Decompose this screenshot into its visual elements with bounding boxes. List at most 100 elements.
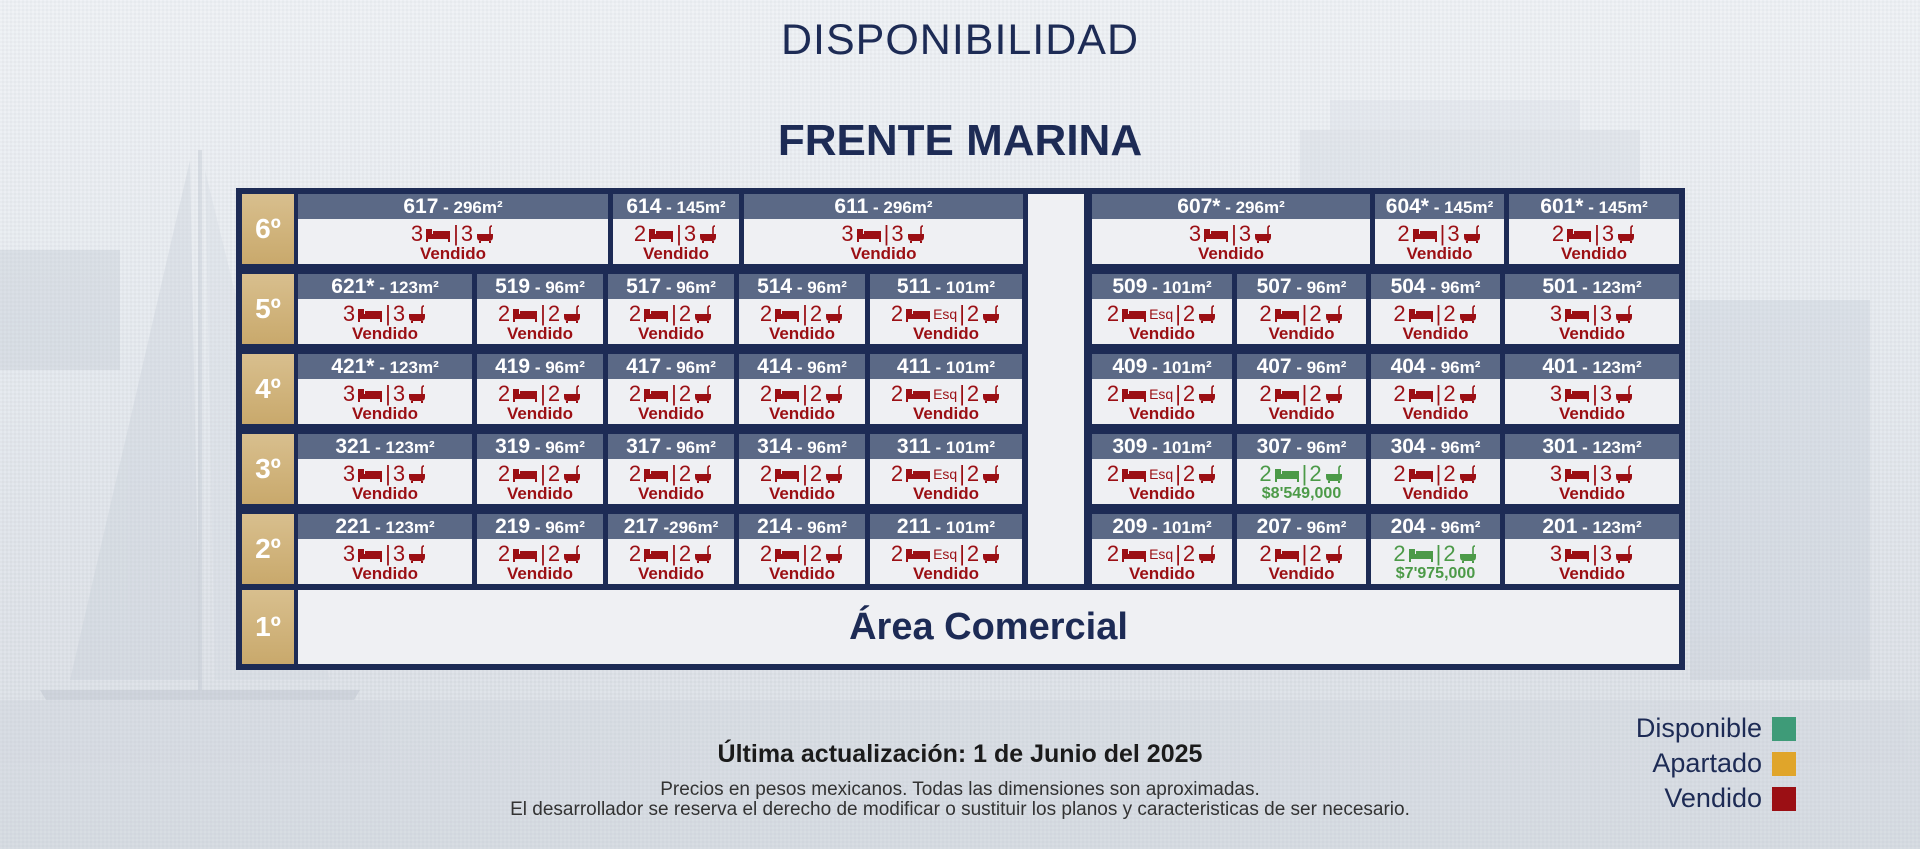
- bathtub-icon: [1616, 305, 1633, 323]
- unit-card[interactable]: 321 - 123m² 3 | 3 Vendido: [298, 434, 472, 504]
- bathtub-icon: [826, 465, 843, 483]
- separator: |: [1592, 461, 1598, 486]
- unit-card[interactable]: 509 - 101m² 2 Esq | 2 Vendido: [1092, 274, 1232, 344]
- unit-card[interactable]: 219 - 96m² 2 | 2 Vendido: [477, 514, 603, 584]
- unit-number: 514: [757, 275, 793, 298]
- unit-card[interactable]: 307 - 96m² 2 | 2 $8'549,000: [1237, 434, 1366, 504]
- unit-number: 211: [896, 515, 931, 538]
- unit-card[interactable]: 221 - 123m² 3 | 3 Vendido: [298, 514, 472, 584]
- unit-card[interactable]: 209 - 101m² 2 Esq | 2 Vendido: [1092, 514, 1232, 584]
- unit-card[interactable]: 201 - 123m² 3 | 3 Vendido: [1505, 514, 1679, 584]
- unit-header: 301 - 123m²: [1505, 434, 1679, 459]
- unit-header: 419 - 96m²: [477, 354, 603, 379]
- unit-card[interactable]: 304 - 96m² 2 | 2 Vendido: [1371, 434, 1500, 504]
- unit-card[interactable]: 501 - 123m² 3 | 3 Vendido: [1505, 274, 1679, 344]
- bathrooms-count: 2: [1443, 381, 1456, 406]
- unit-number: 417: [626, 355, 662, 378]
- bedrooms-count: 2: [890, 461, 904, 486]
- unit-number: 519: [495, 275, 531, 298]
- floor-label: 1º: [242, 590, 294, 664]
- unit-card[interactable]: 617 - 296m² 3 | 3 Vendido: [298, 194, 608, 264]
- unit-card[interactable]: 621* - 123m² 3 | 3 Vendido: [298, 274, 472, 344]
- unit-header: 411 - 101m²: [870, 354, 1022, 379]
- bed-icon: [906, 469, 931, 482]
- unit-area: - 123m²: [374, 358, 439, 377]
- unit-area: - 101m²: [930, 518, 996, 537]
- unit-card[interactable]: 417 - 96m² 2 | 2 Vendido: [608, 354, 734, 424]
- separator: |: [1175, 301, 1181, 326]
- unit-status: Vendido: [1406, 244, 1473, 263]
- unit-card[interactable]: 309 - 101m² 2 Esq | 2 Vendido: [1092, 434, 1232, 504]
- bedrooms-count: 2: [1106, 461, 1120, 486]
- unit-card[interactable]: 217 -296m² 2 | 2 Vendido: [608, 514, 734, 584]
- unit-header: 207 - 96m²: [1237, 514, 1366, 539]
- unit-header: 221 - 123m²: [298, 514, 472, 539]
- bedrooms-count: 3: [841, 221, 854, 246]
- separator: |: [453, 221, 459, 246]
- unit-card[interactable]: 301 - 123m² 3 | 3 Vendido: [1505, 434, 1679, 504]
- unit-header: 617 - 296m²: [298, 194, 608, 219]
- unit-header: 404 - 96m²: [1371, 354, 1500, 379]
- unit-header: 209 - 101m²: [1092, 514, 1232, 539]
- bathrooms-count: 2: [1309, 301, 1322, 326]
- unit-features: 2 | 2: [760, 463, 844, 485]
- bedrooms-count: 2: [628, 381, 642, 406]
- unit-card[interactable]: 404 - 96m² 2 | 2 Vendido: [1371, 354, 1500, 424]
- unit-card[interactable]: 407 - 96m² 2 | 2 Vendido: [1237, 354, 1366, 424]
- unit-card[interactable]: 604* - 145m² 2 | 3 Vendido: [1375, 194, 1504, 264]
- bathtub-icon: [826, 385, 843, 403]
- bathtub-icon: [983, 465, 1000, 483]
- bathrooms-count: 3: [1238, 221, 1252, 246]
- bathrooms-count: 2: [1309, 461, 1322, 486]
- unit-card[interactable]: 507 - 96m² 2 | 2 Vendido: [1237, 274, 1366, 344]
- unit-card[interactable]: 411 - 101m² 2 Esq | 2 Vendido: [870, 354, 1022, 424]
- disclaimer-line-2: El desarrollador se reserva el derecho d…: [510, 799, 1410, 820]
- bed-icon: [775, 469, 800, 482]
- unit-features: 2 | 3: [634, 223, 718, 245]
- bathtub-icon: [564, 385, 581, 403]
- bed-icon: [1565, 389, 1590, 402]
- unit-card[interactable]: 511 - 101m² 2 Esq | 2 Vendido: [870, 274, 1022, 344]
- bed-icon: [1565, 469, 1590, 482]
- unit-number: 311: [896, 435, 931, 458]
- unit-card[interactable]: 204 - 96m² 2 | 2 $7'975,000: [1371, 514, 1500, 584]
- unit-card[interactable]: 319 - 96m² 2 | 2 Vendido: [477, 434, 603, 504]
- unit-status: Vendido: [912, 324, 980, 343]
- unit-card[interactable]: 311 - 101m² 2 Esq | 2 Vendido: [870, 434, 1022, 504]
- unit-area: - 123m²: [370, 438, 435, 457]
- unit-card[interactable]: 514 - 96m² 2 | 2 Vendido: [739, 274, 865, 344]
- unit-features: 2 | 2: [498, 463, 582, 485]
- unit-card[interactable]: 207 - 96m² 2 | 2 Vendido: [1237, 514, 1366, 584]
- unit-card[interactable]: 414 - 96m² 2 | 2 Vendido: [739, 354, 865, 424]
- unit-card[interactable]: 421* - 123m² 3 | 3 Vendido: [298, 354, 472, 424]
- unit-card[interactable]: 614 - 145m² 2 | 3 Vendido: [613, 194, 739, 264]
- unit-card[interactable]: 314 - 96m² 2 | 2 Vendido: [739, 434, 865, 504]
- unit-card[interactable]: 317 - 96m² 2 | 2 Vendido: [608, 434, 734, 504]
- corner-tag: Esq: [1149, 546, 1174, 562]
- bedrooms-count: 2: [1259, 301, 1272, 326]
- bathtub-icon: [1199, 465, 1216, 483]
- bathtub-icon: [1325, 385, 1342, 403]
- unit-card[interactable]: 517 - 96m² 2 | 2 Vendido: [608, 274, 734, 344]
- disclaimer-line-1: Precios en pesos mexicanos. Todas las di…: [660, 779, 1260, 800]
- unit-card[interactable]: 607* - 296m² 3 | 3 Vendido: [1092, 194, 1370, 264]
- unit-card[interactable]: 419 - 96m² 2 | 2 Vendido: [477, 354, 603, 424]
- unit-card[interactable]: 519 - 96m² 2 | 2 Vendido: [477, 274, 603, 344]
- unit-area: - 96m²: [792, 278, 847, 297]
- corner-tag: Esq: [933, 306, 958, 322]
- unit-area: - 296m²: [1220, 198, 1285, 217]
- unit-header: 204 - 96m²: [1371, 514, 1500, 539]
- unit-card[interactable]: 401 - 123m² 3 | 3 Vendido: [1505, 354, 1679, 424]
- unit-card[interactable]: 601* - 145m² 2 | 3 Vendido: [1509, 194, 1679, 264]
- unit-card[interactable]: 504 - 96m² 2 | 2 Vendido: [1371, 274, 1500, 344]
- unit-card[interactable]: 214 - 96m² 2 | 2 Vendido: [739, 514, 865, 584]
- unit-number: 501: [1542, 275, 1578, 298]
- unit-card[interactable]: 211 - 101m² 2 Esq | 2 Vendido: [870, 514, 1022, 584]
- unit-card[interactable]: 409 - 101m² 2 Esq | 2 Vendido: [1092, 354, 1232, 424]
- bedrooms-count: 2: [1106, 541, 1120, 566]
- unit-price: $7'975,000: [1395, 565, 1476, 582]
- bathrooms-count: 2: [1443, 301, 1456, 326]
- unit-card[interactable]: 611 - 296m² 3 | 3 Vendido: [744, 194, 1023, 264]
- bathrooms-count: 2: [966, 381, 980, 406]
- unit-number: 511: [896, 275, 931, 298]
